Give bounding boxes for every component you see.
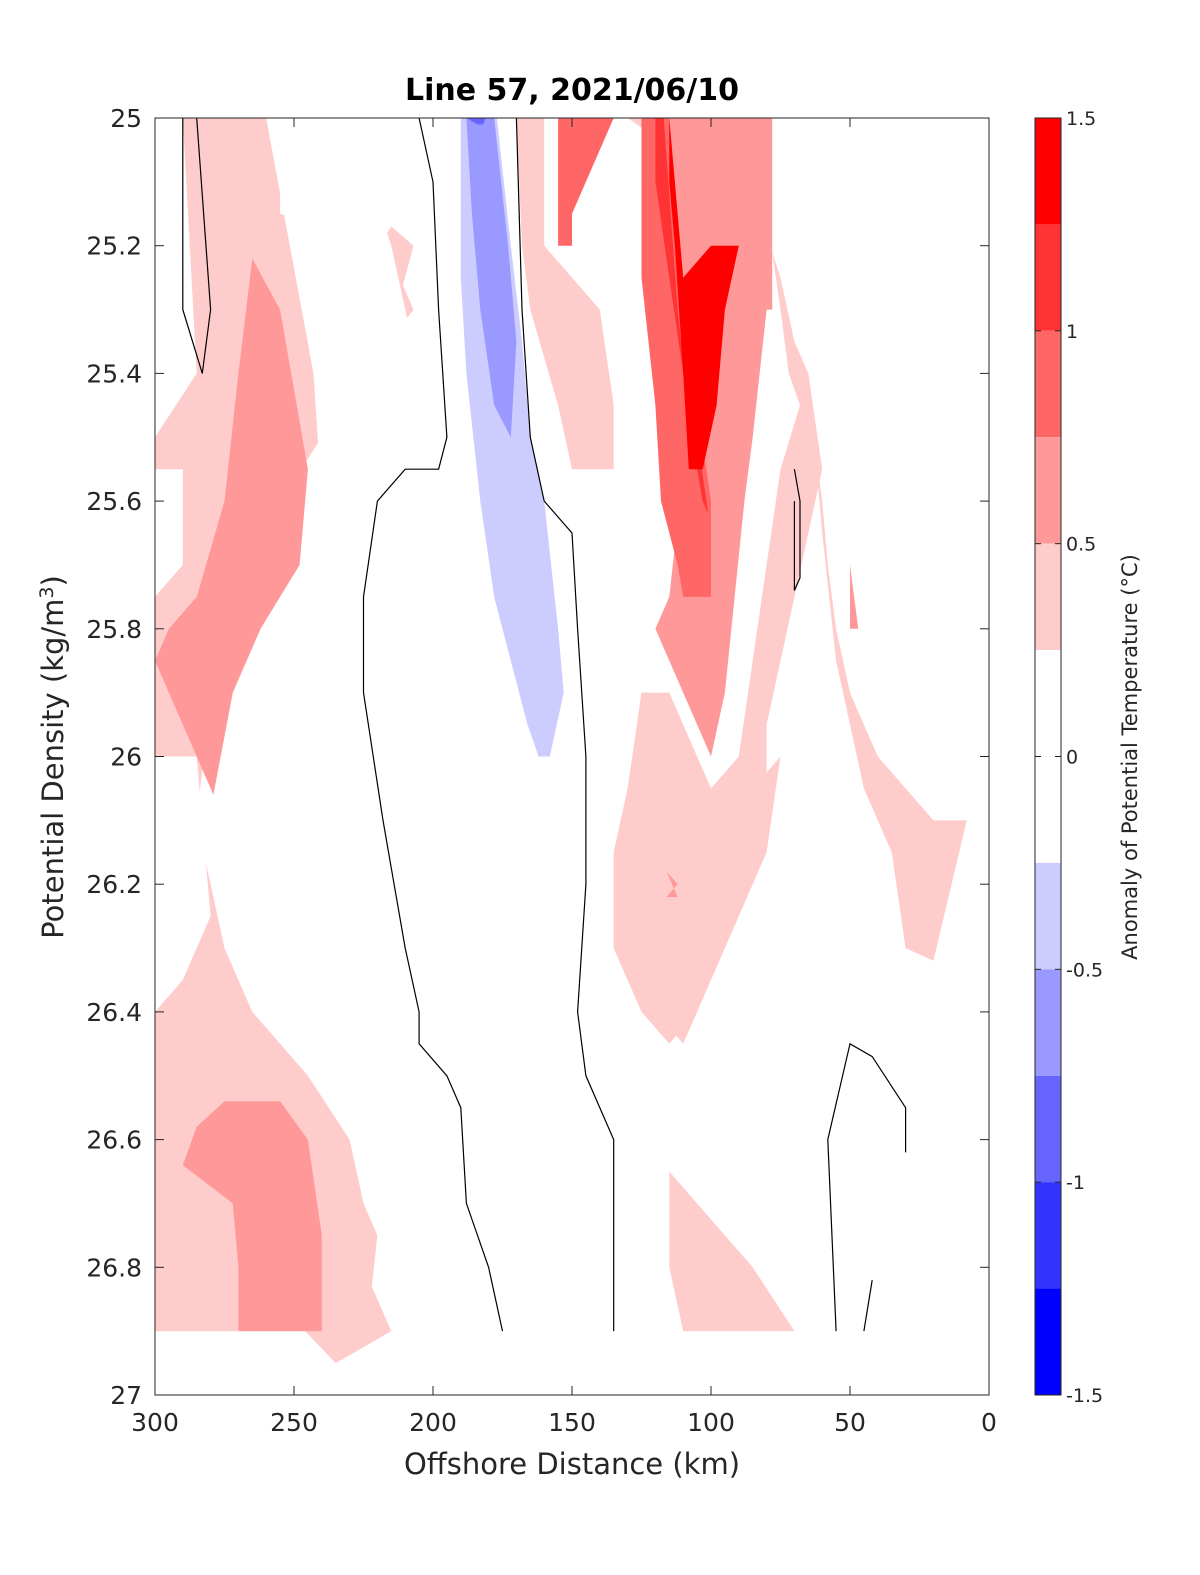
colorbar-tick-label: 1.5 xyxy=(1066,108,1096,130)
region-red-east-core-3 xyxy=(669,118,739,470)
y-tick-label: 25 xyxy=(110,104,142,133)
x-tick-label: 300 xyxy=(131,1408,179,1437)
zero-contour-east-loop xyxy=(793,469,801,591)
region-red-east-core-1 xyxy=(641,118,711,597)
colorbar-cell xyxy=(1035,118,1061,225)
region-blue-tick-top xyxy=(466,118,486,125)
y-axis-label: Potential Density (kg/m3) xyxy=(36,575,70,939)
zero-contour-central xyxy=(362,117,504,1332)
region-red-east-plume-b xyxy=(558,118,614,246)
x-tick-label: 250 xyxy=(270,1408,318,1437)
zero-contour-tail xyxy=(863,1280,873,1332)
y-ticks: 25 25.2 25.4 25.6 25.8 26 26.2 26.4 26.6 26.8 27 xyxy=(86,104,989,1410)
y-tick-label: 26.8 xyxy=(86,1253,142,1282)
contour-lines xyxy=(182,117,907,1332)
colorbar-label: Anomaly of Potential Temperature (°C) xyxy=(1118,554,1142,960)
region-blue-core-dark xyxy=(466,118,517,438)
y-tick-label: 27 xyxy=(110,1381,142,1410)
region-pink-west-band xyxy=(155,118,414,1364)
region-red-far-east-dot xyxy=(850,564,859,629)
y-axis-label-main: Potential Density (kg/m xyxy=(36,599,70,939)
region-red-east-outer xyxy=(516,118,614,470)
region-red-dot-a xyxy=(666,871,678,897)
chart-title: Line 57, 2021/06/10 xyxy=(405,73,739,108)
region-white-central xyxy=(266,118,503,1332)
x-tick-label: 150 xyxy=(548,1408,596,1437)
x-ticks: 300 250 200 150 100 50 0 xyxy=(131,118,997,1437)
region-pink-east-south xyxy=(669,1171,795,1332)
colorbar: 1.5 1 0.5 0 -0.5 -1 -1.5 Anomaly of Potential … xyxy=(1034,108,1142,1407)
x-tick-label: 100 xyxy=(687,1408,735,1437)
zero-contour-east xyxy=(515,117,615,1332)
colorbar-tick-label: 1 xyxy=(1066,321,1078,343)
colorbar-cell xyxy=(1035,437,1061,544)
region-red-east-core-2 xyxy=(655,118,709,514)
x-tick-label: 50 xyxy=(834,1408,866,1437)
colorbar-cell xyxy=(1035,543,1061,651)
x-axis-label: Offshore Distance (km) xyxy=(404,1447,740,1481)
colorbar-tick-label: -0.5 xyxy=(1066,959,1103,981)
colorbar-cell xyxy=(1035,1182,1061,1289)
colorbar-cell xyxy=(1035,330,1061,438)
y-tick-label: 25.4 xyxy=(86,359,142,388)
y-axis-label-close: ) xyxy=(36,575,70,586)
y-axis-label-sup: 3 xyxy=(36,586,58,598)
colorbar-tick-label: 0 xyxy=(1066,747,1078,769)
zero-contour-west xyxy=(182,117,212,374)
contour-fills xyxy=(155,118,976,1364)
y-tick-label: 26.4 xyxy=(86,998,142,1027)
region-red-west xyxy=(155,258,308,795)
x-tick-label: 0 xyxy=(981,1408,997,1437)
colorbar-cell xyxy=(1035,1288,1061,1395)
y-tick-label: 26.6 xyxy=(86,1126,142,1155)
y-tick-label: 25.8 xyxy=(86,615,142,644)
region-white-west-left xyxy=(155,118,197,438)
plot-area: 300 250 200 150 100 50 0 2525.225.425.625.8262… xyxy=(86,104,997,1437)
colorbar-ticks: 1.5 1 0.5 0 -0.5 -1 -1.5 xyxy=(1035,108,1103,1407)
colorbar-cell xyxy=(1035,224,1061,331)
zero-contour-far-east xyxy=(827,1042,907,1332)
region-white-west-low xyxy=(155,756,211,1012)
colorbar-cell xyxy=(1035,1075,1061,1183)
region-red-dot-b xyxy=(294,1267,308,1281)
y-tick-label: 26.2 xyxy=(86,870,142,899)
colorbar-cell xyxy=(1035,862,1061,970)
x-tick-label: 200 xyxy=(409,1408,457,1437)
region-pink-far-east xyxy=(813,437,976,961)
y-tick-label: 25.6 xyxy=(86,487,142,516)
colorbar-tick-label: -1.5 xyxy=(1066,1385,1103,1407)
colorbar-tick-label: -1 xyxy=(1066,1172,1085,1194)
y-tick-label: 25.2 xyxy=(86,232,142,261)
y-tick-label: 26 xyxy=(110,743,142,772)
region-blue-east-south xyxy=(474,1101,606,1332)
region-pink-east-mid xyxy=(613,692,781,1044)
colorbar-tick-label: 0.5 xyxy=(1066,534,1096,556)
colorbar-cell xyxy=(1035,969,1061,1076)
region-red-southwest xyxy=(182,1101,322,1332)
